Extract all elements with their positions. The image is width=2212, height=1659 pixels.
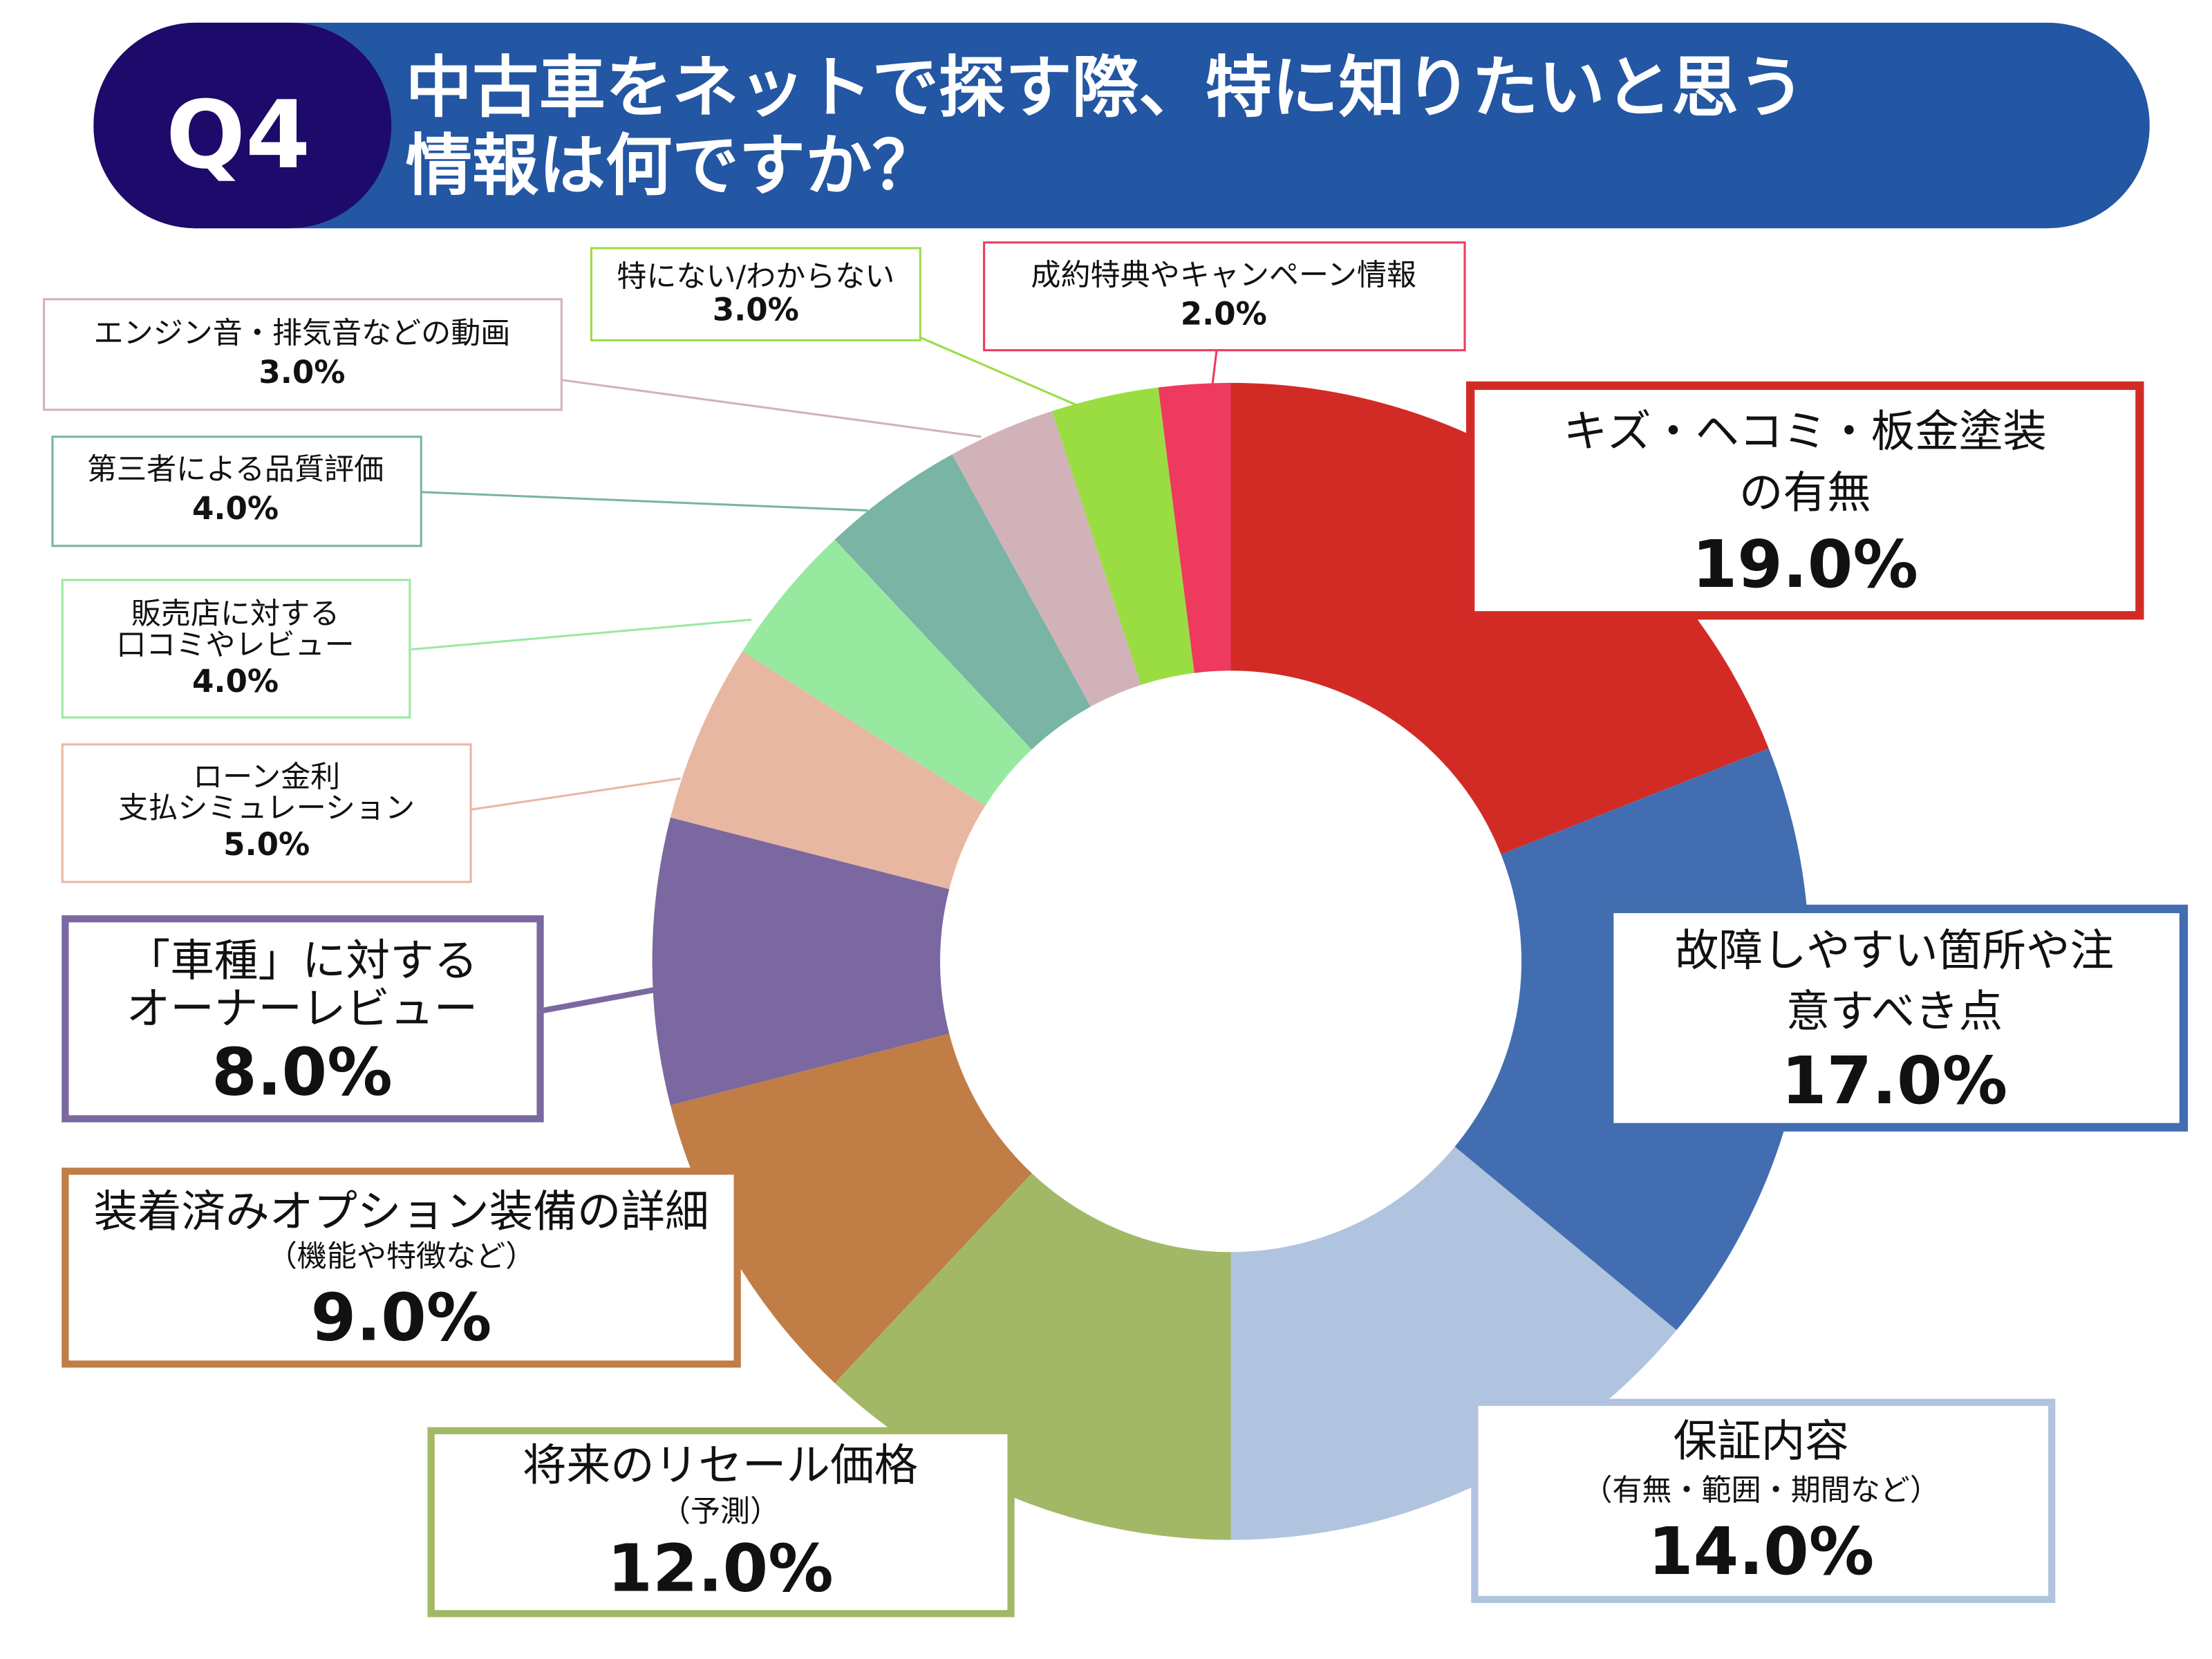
leader-line bbox=[470, 777, 681, 811]
donut-slice bbox=[1230, 1146, 1677, 1540]
label-text: 故障しやすい箇所や注 bbox=[1675, 925, 2114, 976]
label-box bbox=[51, 435, 422, 547]
label-box bbox=[62, 915, 544, 1123]
label-text: オーナーレビュー bbox=[126, 983, 478, 1034]
leader-line bbox=[919, 336, 1078, 407]
label-box bbox=[62, 1168, 741, 1368]
label-box bbox=[983, 241, 1466, 352]
label-text: 支払シミュレーション bbox=[118, 791, 415, 826]
label-text: キズ・ヘコミ・板金塗装 bbox=[1564, 406, 2047, 457]
label-value: 14.0% bbox=[1648, 1514, 1874, 1590]
label-text: の有無 bbox=[1739, 467, 1871, 518]
label-text: 意すべき点 bbox=[1786, 986, 2003, 1037]
title-line-1: 中古車をネットで探す際、特に知りたいと思う bbox=[406, 49, 1806, 126]
label-box bbox=[1471, 1398, 2056, 1603]
label-box bbox=[61, 579, 411, 719]
q-badge: Q4 bbox=[166, 80, 310, 189]
data-label: 成約特典やキャンペーン情報 2.0% bbox=[983, 241, 1466, 352]
data-label: 装着済みオプション装備の詳細（機能や特徴など） 9.0% bbox=[62, 1168, 741, 1368]
leader-line bbox=[411, 618, 752, 651]
label-value: 4.0% bbox=[192, 663, 279, 700]
label-value: 17.0% bbox=[1781, 1043, 2007, 1119]
label-text: エンジン音・排気音などの動画 bbox=[93, 316, 510, 350]
label-text: ローン金利 bbox=[193, 760, 340, 794]
label-text: 特にない/わからない bbox=[617, 259, 894, 294]
label-box bbox=[1605, 904, 2188, 1132]
label-text: （有無・範囲・期間など） bbox=[1582, 1473, 1940, 1508]
label-text: 保証内容 bbox=[1674, 1416, 1849, 1467]
label-box bbox=[1466, 381, 2144, 620]
label-value: 4.0% bbox=[192, 490, 279, 527]
label-box bbox=[43, 298, 563, 411]
label-text: （機能や特徴など） bbox=[268, 1239, 536, 1274]
leader-line bbox=[1211, 350, 1218, 386]
title-line-2: 情報は何ですか？ bbox=[406, 127, 939, 205]
label-box bbox=[61, 743, 472, 883]
leader-line bbox=[561, 379, 982, 438]
data-label: 将来のリセール価格（予測）12.0% bbox=[427, 1427, 1015, 1618]
donut-slice bbox=[742, 539, 1032, 806]
leader-line bbox=[421, 491, 868, 512]
donut-slice bbox=[1158, 382, 1231, 673]
label-text: （予測） bbox=[661, 1494, 780, 1529]
leader-line bbox=[539, 986, 656, 1014]
leader-lines bbox=[411, 336, 1218, 1014]
label-value: 2.0% bbox=[1181, 296, 1267, 332]
donut-slice bbox=[834, 454, 1091, 750]
donut-slice bbox=[952, 411, 1141, 707]
label-text: 「車種」に対する bbox=[126, 935, 478, 986]
label-text: 口コミやレビュー bbox=[116, 628, 355, 663]
label-value: 9.0% bbox=[311, 1280, 492, 1356]
label-text: 販売店に対する bbox=[131, 597, 339, 632]
label-value: 12.0% bbox=[607, 1531, 833, 1607]
q-badge-shape bbox=[93, 22, 392, 229]
label-box bbox=[427, 1427, 1015, 1618]
donut-slice bbox=[652, 817, 950, 1105]
label-value: 19.0% bbox=[1692, 527, 1918, 603]
label-value: 3.0% bbox=[713, 292, 799, 328]
label-box bbox=[590, 247, 921, 341]
data-label: 保証内容 （有無・範囲・期間など） 14.0% bbox=[1471, 1398, 2056, 1603]
donut-slice bbox=[1051, 387, 1194, 685]
label-text: 成約特典やキャンペーン情報 bbox=[1031, 258, 1416, 292]
label-value: 3.0% bbox=[259, 354, 345, 391]
donut-slice bbox=[670, 651, 986, 890]
label-value: 5.0% bbox=[223, 826, 310, 863]
label-text: 装着済みオプション装備の詳細 bbox=[93, 1185, 709, 1237]
label-text: 将来のリセール価格 bbox=[523, 1440, 918, 1491]
label-text: 第三者による品質評価 bbox=[87, 452, 384, 487]
label-value: 8.0% bbox=[212, 1035, 393, 1111]
donut-slice bbox=[670, 1033, 1032, 1383]
header-bar bbox=[93, 22, 2150, 229]
header-banner: Q4 中古車をネットで探す際、特に知りたいと思う 情報は何ですか？ bbox=[93, 22, 2150, 229]
data-label: エンジン音・排気音などの動画 3.0% bbox=[43, 298, 563, 411]
